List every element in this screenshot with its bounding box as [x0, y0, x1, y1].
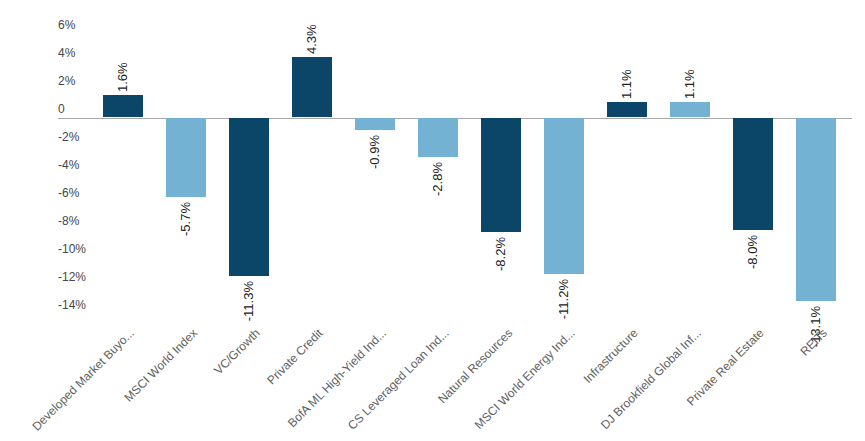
x-axis-label: REITs [797, 326, 830, 359]
bar [292, 57, 332, 117]
y-axis-tick-label: 6% [58, 18, 75, 32]
bar-value-label: 1.1% [683, 69, 697, 99]
y-axis-tick-label: -10% [58, 242, 86, 256]
bar [355, 118, 395, 131]
bar-value-label: -5.7% [179, 202, 193, 236]
bar [229, 118, 269, 276]
bar-value-label: -8.0% [746, 235, 760, 269]
bar-value-label: -2.8% [431, 162, 445, 196]
y-axis-tick-label: -8% [58, 214, 79, 228]
bar-chart: 6% 4% 2% 0 -2% -4% -6% -8% -10% -12% -14% 1.6% -5.7… [0, 0, 865, 441]
bar [607, 102, 647, 117]
bar [544, 118, 584, 275]
bar [166, 118, 206, 198]
bar [418, 118, 458, 157]
x-axis-label: Developed Market Buyo... [29, 326, 137, 434]
y-axis-tick-label: 4% [58, 46, 75, 60]
bar-value-label: -8.2% [494, 237, 508, 271]
y-axis-tick-label: 0 [58, 102, 65, 116]
bar [670, 102, 710, 117]
bar [103, 95, 143, 117]
y-axis-tick-label: -4% [58, 158, 79, 172]
y-axis-tick-label: -12% [58, 270, 86, 284]
y-axis-tick-label: -2% [58, 130, 79, 144]
x-axis-label: Private Credit [265, 326, 326, 387]
bar-value-label: -0.9% [368, 135, 382, 169]
x-axis-label: VC/Growth [212, 326, 263, 377]
bar [733, 118, 773, 230]
x-axis-label: Infrastructure [581, 326, 641, 386]
bar-value-label: -11.2% [557, 279, 571, 319]
y-axis-tick-label: -14% [58, 298, 86, 312]
bar-value-label: 4.3% [305, 25, 319, 55]
bar [481, 118, 521, 233]
y-axis-tick-label: -6% [58, 186, 79, 200]
bar-value-label: 1.1% [620, 69, 634, 99]
bar [796, 118, 836, 301]
bar-value-label: -11.3% [242, 281, 256, 321]
y-axis-tick-label: 2% [58, 74, 75, 88]
bar-value-label: 1.6% [116, 62, 130, 92]
